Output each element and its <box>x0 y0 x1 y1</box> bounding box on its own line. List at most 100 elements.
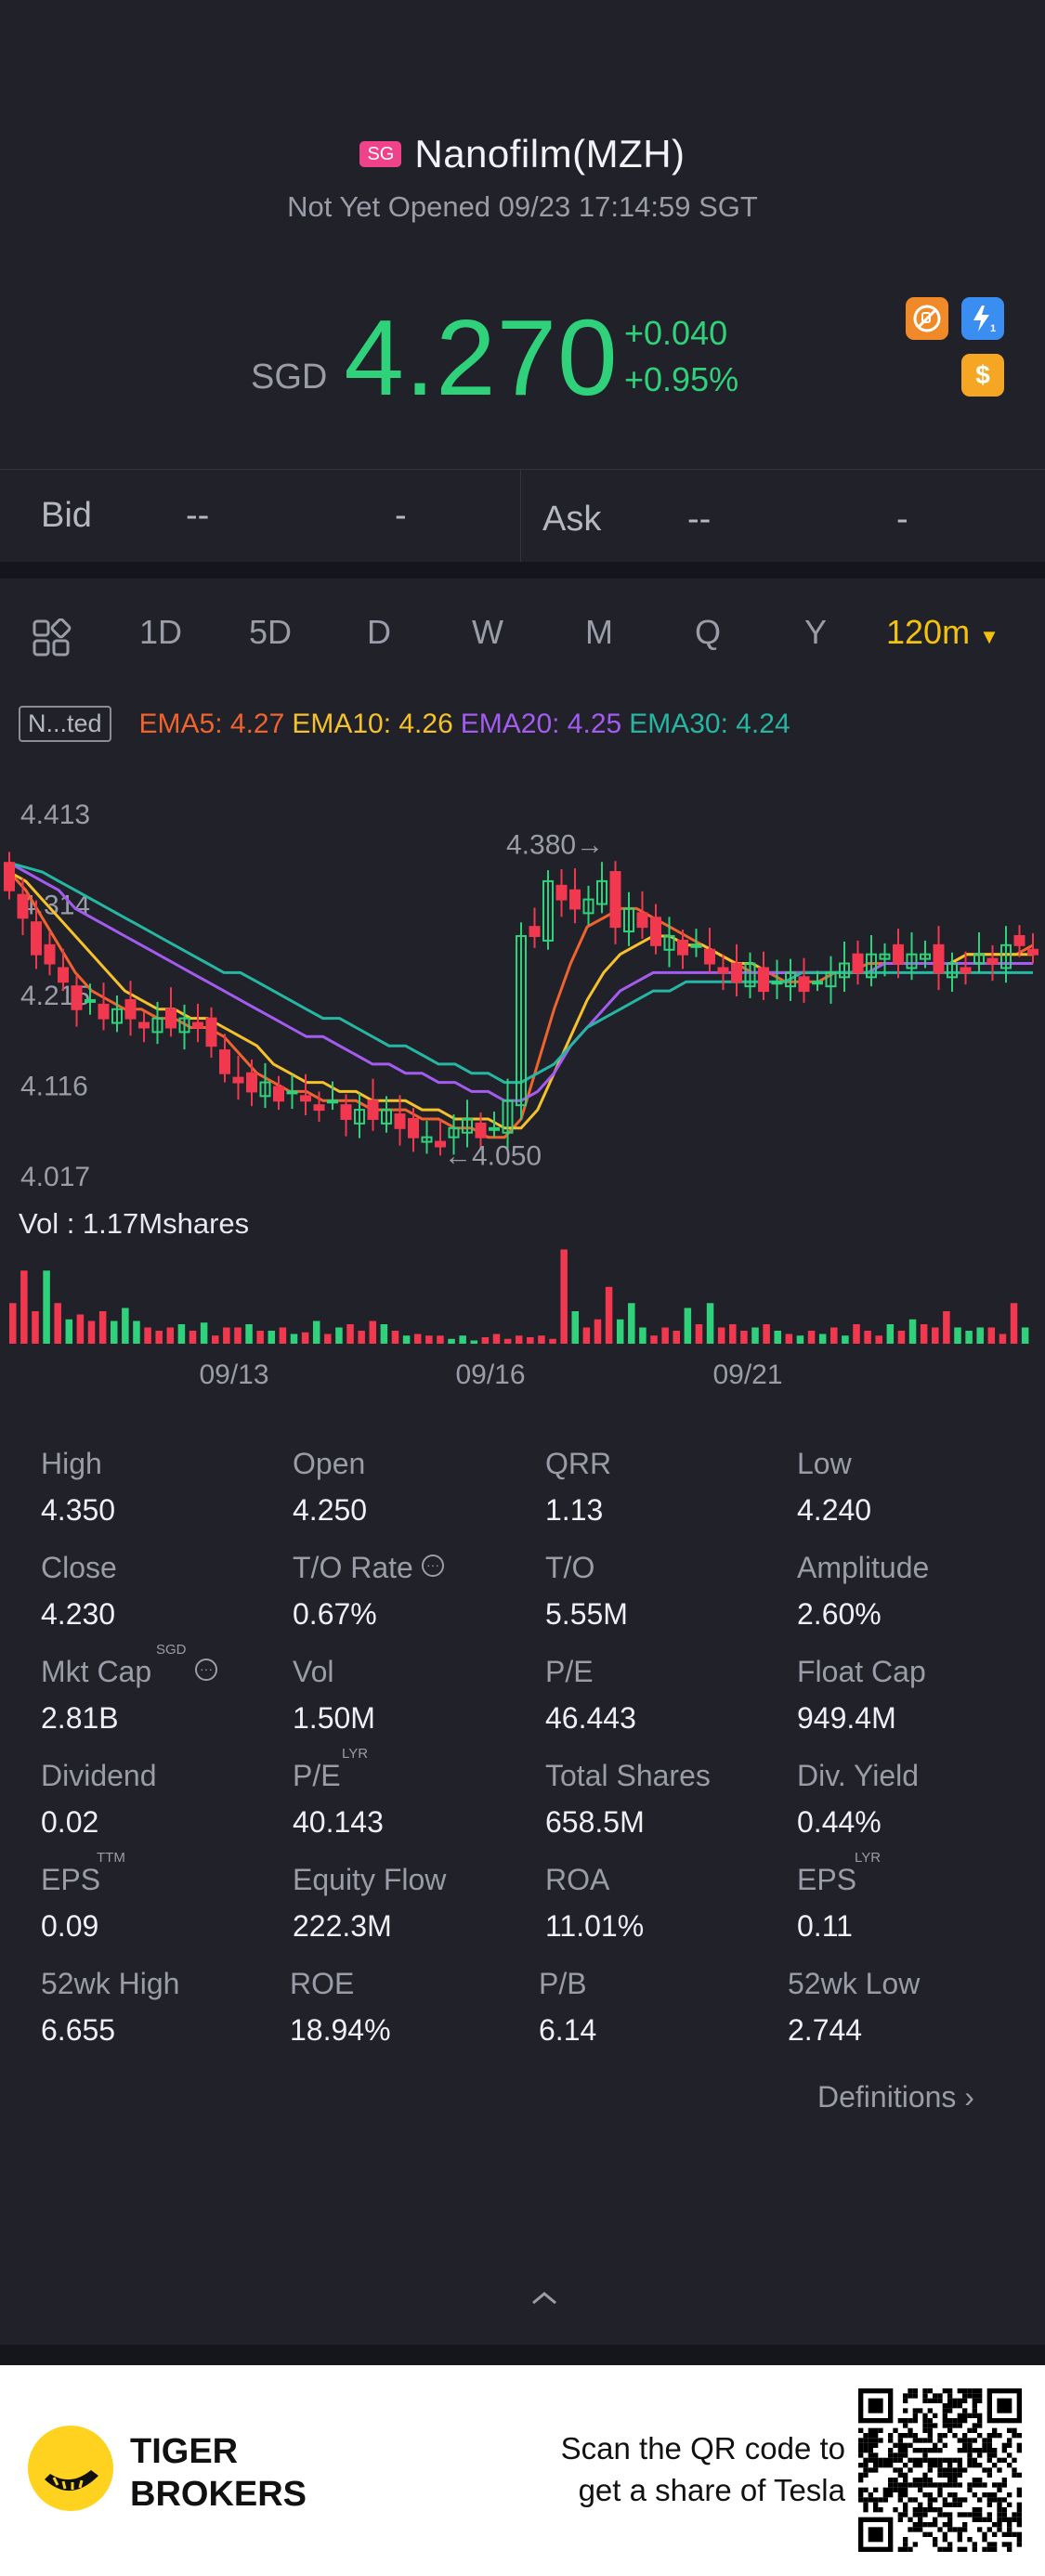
volume-bar <box>155 1331 163 1344</box>
qr-module <box>962 2512 968 2517</box>
chevron-up-icon[interactable] <box>526 2286 563 2313</box>
volume-bar <box>729 1324 737 1344</box>
tab-m[interactable]: M <box>585 613 613 651</box>
qr-module <box>972 2393 977 2399</box>
qr-module <box>868 2448 873 2453</box>
qr-module <box>868 2433 873 2439</box>
qr-module <box>897 2467 903 2473</box>
qr-module <box>972 2398 977 2403</box>
qr-module <box>962 2418 968 2424</box>
qr-module <box>1016 2448 1022 2453</box>
candle-body <box>569 889 581 910</box>
qr-module <box>873 2452 879 2458</box>
tab-q[interactable]: Q <box>695 613 722 651</box>
tab-d[interactable]: D <box>367 613 391 651</box>
promo-footer: TIGER BROKERS Scan the QR code to get a … <box>0 2365 1045 2576</box>
qr-module <box>967 2388 973 2394</box>
qr-module <box>937 2527 943 2532</box>
title-row: SG Nanofilm(MZH) <box>0 130 1045 178</box>
qr-module <box>918 2478 923 2483</box>
qr-module <box>972 2463 977 2468</box>
candle-body <box>650 917 661 946</box>
qr-module <box>962 2546 968 2552</box>
qr-module <box>972 2478 977 2483</box>
qr-module <box>1016 2487 1022 2492</box>
qr-module <box>908 2388 913 2394</box>
qr-module <box>912 2507 918 2513</box>
qr-module <box>977 2452 983 2458</box>
promo-line-2: get a share of Tesla <box>578 2473 845 2507</box>
qr-module <box>952 2502 958 2507</box>
volume-bar <box>437 1335 444 1344</box>
qr-module <box>908 2457 913 2463</box>
qr-module <box>1001 2478 1007 2483</box>
tab-1d[interactable]: 1D <box>139 613 183 651</box>
layout-grid-icon[interactable] <box>32 618 72 664</box>
qr-module <box>927 2492 933 2498</box>
qr-module <box>962 2438 968 2443</box>
qr-module <box>937 2472 943 2478</box>
no-short-icon[interactable] <box>906 297 948 340</box>
tab-5d[interactable]: 5D <box>249 613 293 651</box>
tab-w[interactable]: W <box>472 613 503 651</box>
qr-module <box>957 2531 962 2537</box>
candle-body <box>717 967 729 974</box>
qr-module <box>1016 2522 1022 2528</box>
qr-module <box>957 2472 962 2478</box>
volume-bar <box>324 1334 332 1344</box>
flash-icon[interactable]: 1 <box>961 297 1004 340</box>
qr-module <box>947 2478 953 2483</box>
qr-module <box>947 2393 953 2399</box>
info-icon[interactable]: ··· <box>422 1555 444 1577</box>
definitions-link[interactable]: Definitions › <box>817 2080 974 2114</box>
volume-bar <box>492 1334 501 1344</box>
qr-module <box>947 2492 953 2498</box>
qr-module <box>927 2438 933 2443</box>
tab-120m[interactable]: 120m ▼ <box>886 613 999 652</box>
qr-module <box>863 2497 869 2503</box>
qr-module <box>1016 2502 1022 2507</box>
info-icon[interactable]: ··· <box>195 1659 217 1681</box>
qr-module <box>967 2482 973 2488</box>
stat-label: Low <box>797 1447 852 1480</box>
qr-module <box>947 2517 953 2522</box>
qr-module <box>972 2512 977 2517</box>
volume-bar <box>932 1327 939 1344</box>
volume-bar <box>268 1331 276 1344</box>
tab-y[interactable]: Y <box>804 613 828 651</box>
stat-label: P/E <box>545 1655 594 1688</box>
mkt-cap-superscript: SGD <box>156 1642 187 1658</box>
qr-module <box>922 2482 928 2488</box>
volume-bar <box>875 1335 882 1344</box>
volume-bar <box>9 1303 17 1344</box>
dollar-icon[interactable]: $ <box>961 354 1004 397</box>
qr-module <box>977 2527 983 2532</box>
qr-module <box>873 2467 879 2473</box>
volume-bar <box>560 1249 568 1344</box>
stat-value: 2.744 <box>788 2013 863 2047</box>
qr-module <box>1016 2531 1022 2537</box>
qr-module <box>942 2482 947 2488</box>
candle-body <box>381 1109 392 1125</box>
qr-module <box>942 2433 947 2439</box>
qr-module <box>1007 2517 1012 2522</box>
qr-module <box>957 2502 962 2507</box>
qr-module <box>888 2457 894 2463</box>
stat-value: 11.01% <box>545 1909 645 1943</box>
price-change-percent: +0.95% <box>624 360 739 398</box>
qr-module <box>962 2522 968 2528</box>
candle-body <box>825 971 837 988</box>
qr-module <box>967 2457 973 2463</box>
candle-body <box>435 1140 446 1148</box>
qr-module <box>1007 2452 1012 2458</box>
qr-module <box>997 2457 1002 2463</box>
max-price-annotation: 4.380→ <box>506 830 604 861</box>
stat-label: 52wk Low <box>788 1967 921 2000</box>
qr-module <box>912 2482 918 2488</box>
qr-module <box>888 2487 894 2492</box>
qr-module <box>937 2433 943 2439</box>
candle-body <box>947 962 958 979</box>
indicator-mode-button[interactable]: N...ted <box>19 706 111 742</box>
qr-module <box>1001 2442 1007 2448</box>
